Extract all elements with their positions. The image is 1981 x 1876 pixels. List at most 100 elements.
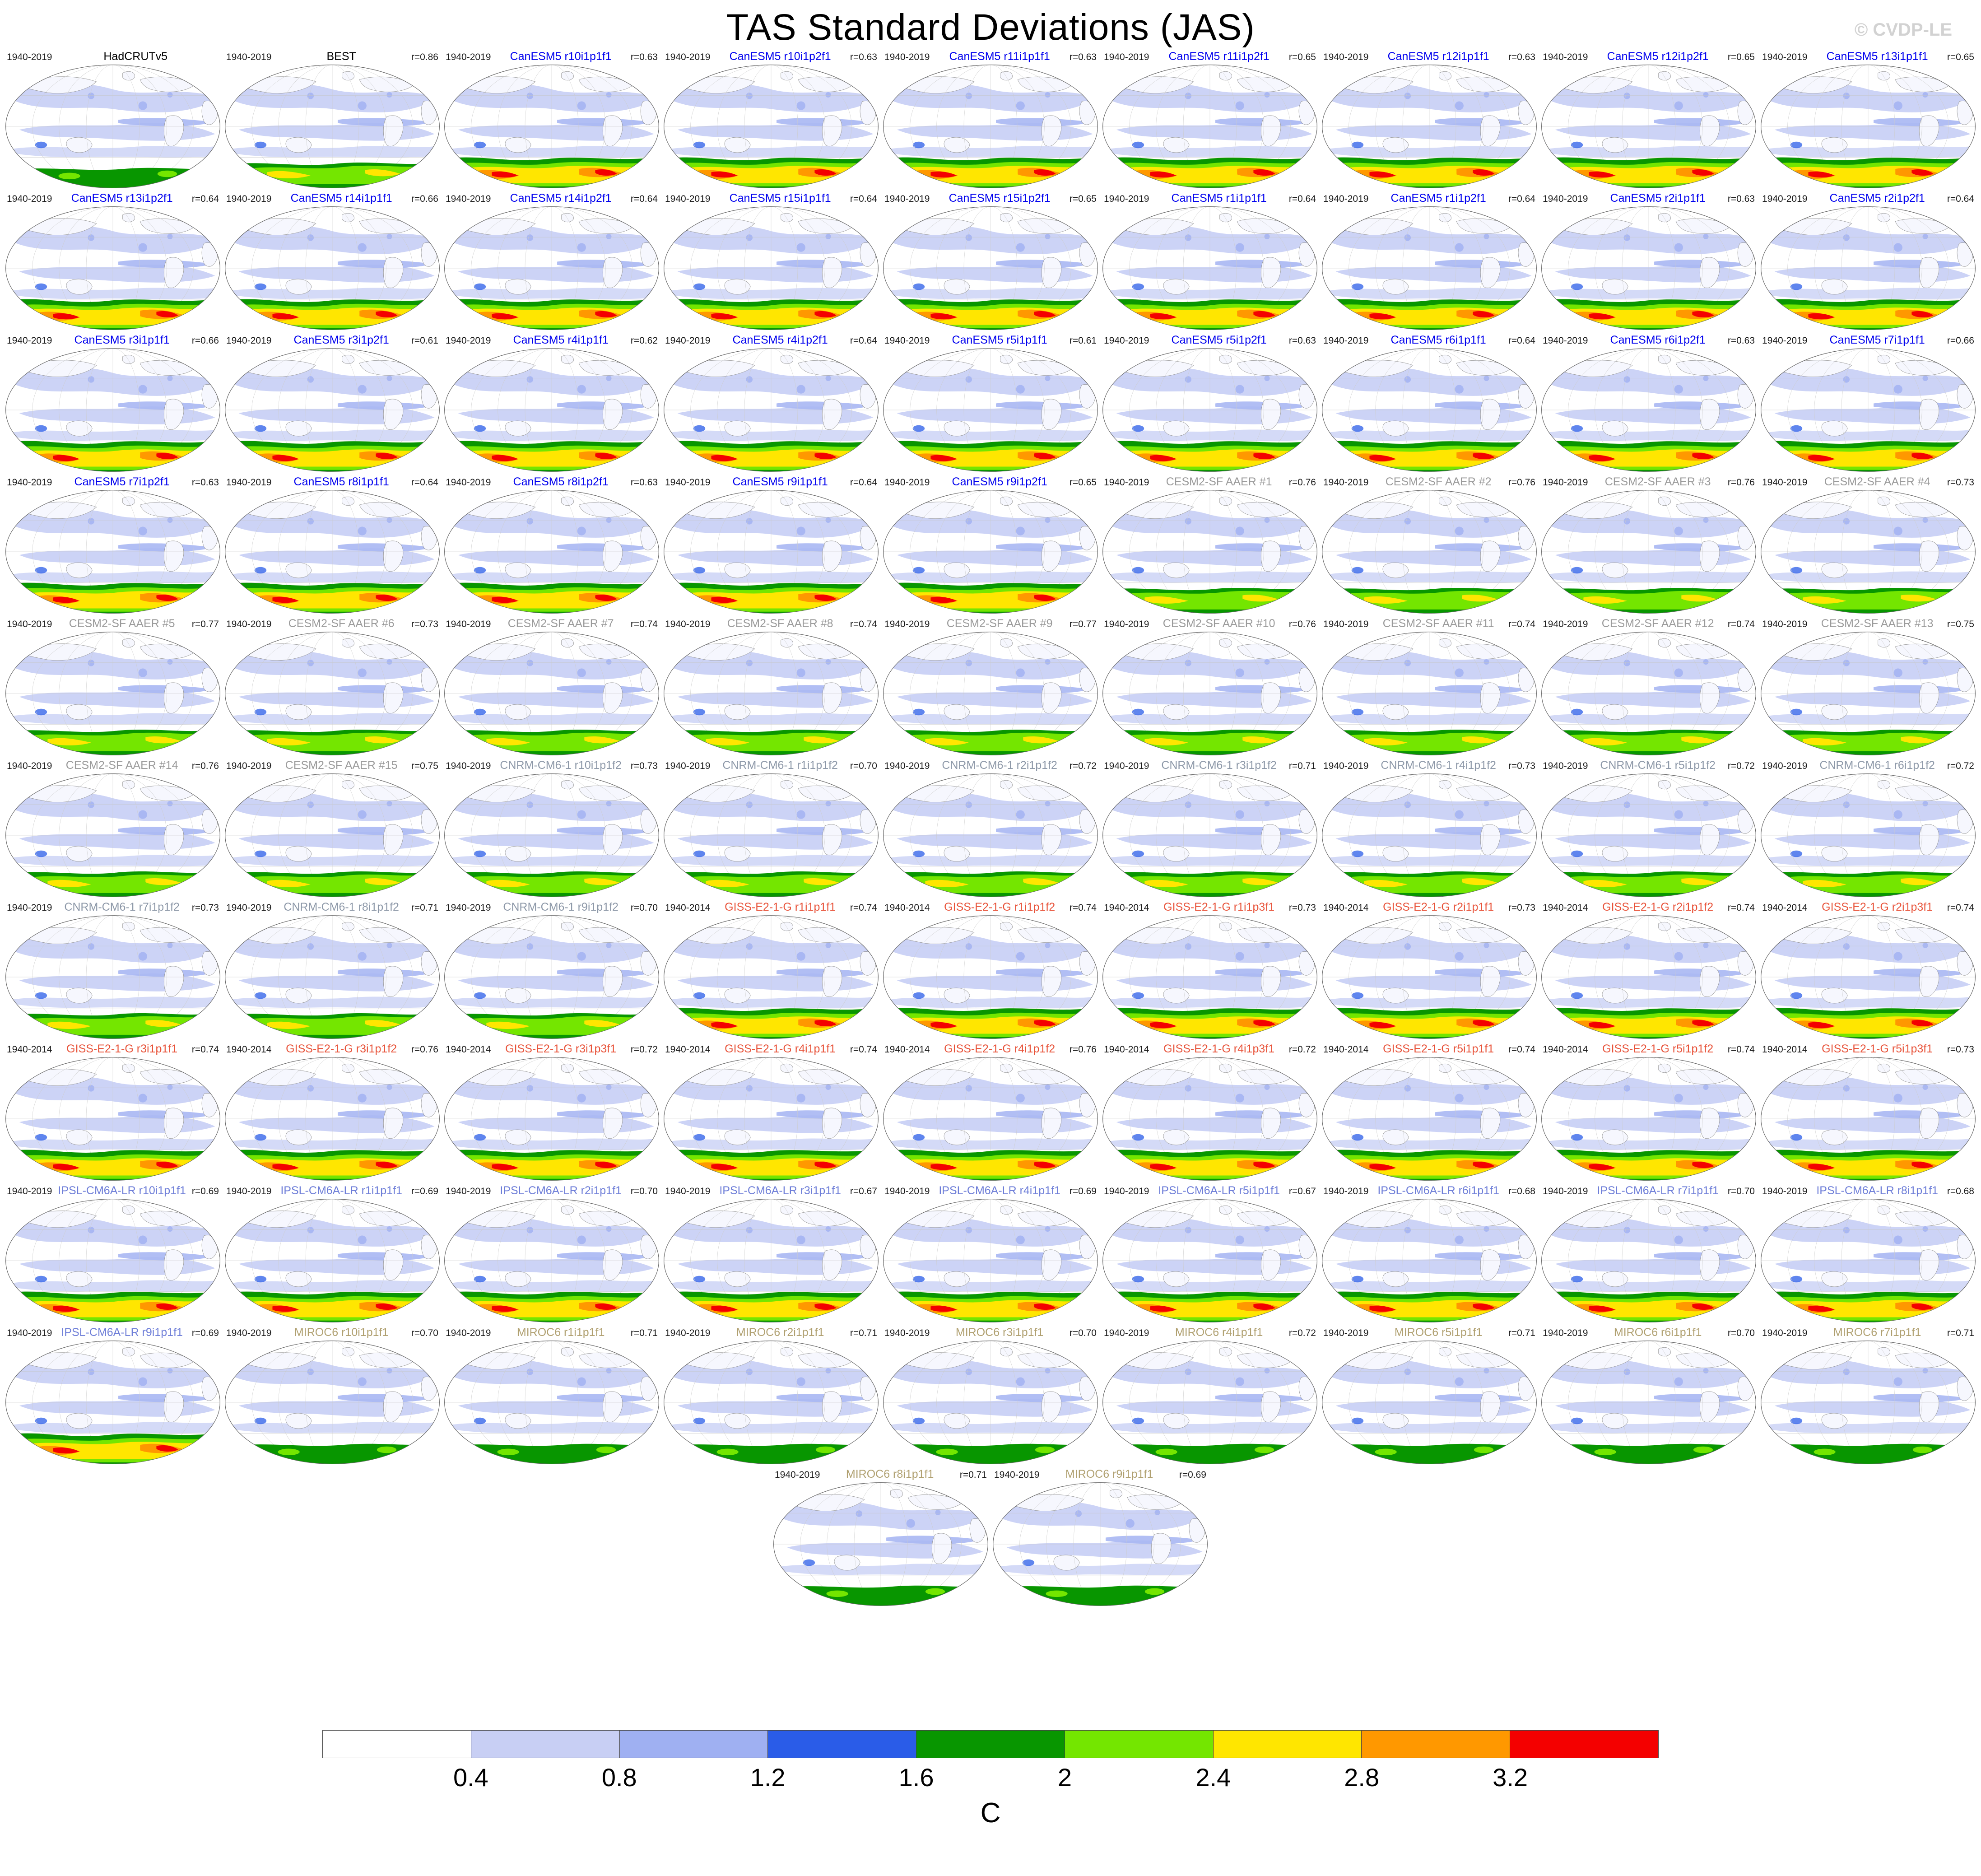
panel-correlation-label: r=0.71 xyxy=(411,903,438,913)
panel-model-label: CanESM5 r15i1p2f1 xyxy=(949,192,1051,205)
world-map xyxy=(1759,1339,1977,1466)
map-panel: 1940-2019 MIROC6 r2i1p1f1 r=0.71 xyxy=(662,1326,880,1466)
panel-correlation-label: r=0.70 xyxy=(630,903,658,913)
world-map xyxy=(662,489,880,615)
panel-years-label: 1940-2019 xyxy=(665,761,711,771)
panel-years-label: 1940-2019 xyxy=(994,1470,1040,1480)
world-map xyxy=(1101,1056,1319,1182)
panel-header: 1940-2019 CESM2-SF AAER #13 r=0.75 xyxy=(1759,617,1977,630)
panel-header: 1940-2019 CESM2-SF AAER #5 r=0.77 xyxy=(4,617,222,630)
map-panel: 1940-2019 CanESM5 r5i1p1f1 r=0.61 xyxy=(882,333,1099,473)
colorbar-segment xyxy=(1362,1731,1511,1758)
panel-model-label: IPSL-CM6A-LR r9i1p1f1 xyxy=(61,1326,183,1339)
map-row: 1940-2019 CNRM-CM6-1 r7i1p1f2 r=0.73 194… xyxy=(3,900,1978,1040)
panel-years-label: 1940-2014 xyxy=(1543,903,1588,913)
panel-model-label: IPSL-CM6A-LR r8i1p1f1 xyxy=(1816,1184,1938,1197)
colorbar-tick-label: 2.8 xyxy=(1344,1763,1380,1792)
panel-header: 1940-2019 CNRM-CM6-1 r5i1p1f2 r=0.72 xyxy=(1540,759,1758,772)
world-map xyxy=(1321,489,1538,615)
panel-header: 1940-2019 CanESM5 r15i1p2f1 r=0.65 xyxy=(882,191,1099,205)
map-panel: 1940-2019 IPSL-CM6A-LR r6i1p1f1 r=0.68 xyxy=(1321,1184,1538,1324)
map-panel: 1940-2019 CESM2-SF AAER #2 r=0.76 xyxy=(1321,475,1538,615)
world-map xyxy=(662,914,880,1040)
panel-years-label: 1940-2019 xyxy=(7,619,52,629)
panel-model-label: GISS-E2-1-G r2i1p1f2 xyxy=(1602,901,1714,913)
panel-header: 1940-2019 CanESM5 r6i1p2f1 r=0.63 xyxy=(1540,333,1758,347)
panel-header: 1940-2014 GISS-E2-1-G r3i1p1f1 r=0.74 xyxy=(4,1042,222,1056)
map-panel: 1940-2014 GISS-E2-1-G r2i1p1f2 r=0.74 xyxy=(1540,900,1758,1040)
panel-header: 1940-2019 CanESM5 r9i1p2f1 r=0.65 xyxy=(882,475,1099,489)
panel-years-label: 1940-2019 xyxy=(1762,761,1808,771)
map-panel: 1940-2019 MIROC6 r3i1p1f1 r=0.70 xyxy=(882,1326,1099,1466)
world-map xyxy=(1101,1197,1319,1324)
panel-model-label: IPSL-CM6A-LR r4i1p1f1 xyxy=(939,1184,1060,1197)
map-panel: 1940-2014 GISS-E2-1-G r1i1p1f2 r=0.74 xyxy=(882,900,1099,1040)
map-panel: 1940-2019 CNRM-CM6-1 r5i1p1f2 r=0.72 xyxy=(1540,759,1758,898)
panel-header: 1940-2019 MIROC6 r1i1p1f1 r=0.71 xyxy=(443,1326,660,1339)
panel-years-label: 1940-2019 xyxy=(1104,761,1149,771)
panel-correlation-label: r=0.74 xyxy=(850,903,877,913)
map-panel: 1940-2019 MIROC6 r5i1p1f1 r=0.71 xyxy=(1321,1326,1538,1466)
world-map xyxy=(1759,772,1977,898)
panel-model-label: CESM2-SF AAER #11 xyxy=(1382,617,1494,630)
panel-header: 1940-2019 CanESM5 r14i1p1f1 r=0.66 xyxy=(223,191,441,205)
panel-header: 1940-2019 CanESM5 r15i1p1f1 r=0.64 xyxy=(662,191,880,205)
world-map xyxy=(223,1056,441,1182)
panel-correlation-label: r=0.72 xyxy=(1288,1044,1316,1055)
panel-correlation-label: r=0.74 xyxy=(850,1044,877,1055)
panel-model-label: CanESM5 r13i1p1f1 xyxy=(1826,50,1928,63)
map-panel: 1940-2019 MIROC6 r10i1p1f1 r=0.70 xyxy=(223,1326,441,1466)
map-panel: 1940-2019 CNRM-CM6-1 r10i1p1f2 r=0.73 xyxy=(443,759,660,898)
map-panel: 1940-2019 CanESM5 r12i1p2f1 r=0.65 xyxy=(1540,50,1758,190)
panel-years-label: 1940-2014 xyxy=(446,1044,491,1055)
map-panel: 1940-2019 CESM2-SF AAER #10 r=0.76 xyxy=(1101,617,1319,757)
panel-years-label: 1940-2019 xyxy=(1543,1186,1588,1196)
panel-header: 1940-2019 MIROC6 r7i1p1f1 r=0.71 xyxy=(1759,1326,1977,1339)
panel-years-label: 1940-2019 xyxy=(1762,1328,1808,1338)
panel-years-label: 1940-2019 xyxy=(665,477,711,488)
panel-model-label: CanESM5 r10i1p2f1 xyxy=(729,50,831,63)
world-map xyxy=(4,347,222,473)
panel-years-label: 1940-2019 xyxy=(226,619,272,629)
panel-years-label: 1940-2019 xyxy=(1762,1186,1808,1196)
panel-correlation-label: r=0.65 xyxy=(1727,52,1755,62)
panel-years-label: 1940-2019 xyxy=(226,1186,272,1196)
world-map xyxy=(223,630,441,757)
panel-header: 1940-2019 MIROC6 r8i1p1f1 r=0.71 xyxy=(772,1467,990,1481)
map-panel: 1940-2019 IPSL-CM6A-LR r9i1p1f1 r=0.69 xyxy=(4,1326,222,1466)
world-map xyxy=(223,205,441,331)
panel-header: 1940-2019 CanESM5 r7i1p2f1 r=0.63 xyxy=(4,475,222,489)
panel-model-label: CanESM5 r7i1p1f1 xyxy=(1829,334,1925,346)
map-panel: 1940-2019 MIROC6 r9i1p1f1 r=0.69 xyxy=(991,1467,1209,1607)
panel-years-label: 1940-2014 xyxy=(1104,1044,1149,1055)
panel-header: 1940-2014 GISS-E2-1-G r5i1p3f1 r=0.73 xyxy=(1759,1042,1977,1056)
panel-correlation-label: r=0.63 xyxy=(1508,52,1535,62)
panel-model-label: CNRM-CM6-1 r6i1p1f2 xyxy=(1819,759,1935,772)
panel-years-label: 1940-2019 xyxy=(226,194,272,204)
world-map xyxy=(1759,630,1977,757)
panel-years-label: 1940-2014 xyxy=(884,903,930,913)
panel-model-label: CanESM5 r3i1p1f1 xyxy=(74,334,170,346)
panel-years-label: 1940-2019 xyxy=(775,1470,820,1480)
colorbar-tick-label: 0.8 xyxy=(601,1763,637,1792)
panel-correlation-label: r=0.76 xyxy=(191,761,219,771)
map-panel: 1940-2019 CanESM5 r5i1p2f1 r=0.63 xyxy=(1101,333,1319,473)
map-panel: 1940-2019 CNRM-CM6-1 r6i1p1f2 r=0.72 xyxy=(1759,759,1977,898)
map-panel: 1940-2019 CESM2-SF AAER #8 r=0.74 xyxy=(662,617,880,757)
map-panel: 1940-2019 CanESM5 r15i1p1f1 r=0.64 xyxy=(662,191,880,331)
panel-header: 1940-2019 MIROC6 r3i1p1f1 r=0.70 xyxy=(882,1326,1099,1339)
world-map xyxy=(4,914,222,1040)
panel-correlation-label: r=0.66 xyxy=(411,194,438,204)
panel-model-label: CanESM5 r1i1p2f1 xyxy=(1390,192,1486,205)
world-map xyxy=(1101,1339,1319,1466)
colorbar-tick-label: 3.2 xyxy=(1493,1763,1528,1792)
map-panel: 1940-2019 IPSL-CM6A-LR r7i1p1f1 r=0.70 xyxy=(1540,1184,1758,1324)
panel-years-label: 1940-2019 xyxy=(1323,761,1369,771)
panel-years-label: 1940-2019 xyxy=(1543,619,1588,629)
map-panel: 1940-2019 CanESM5 r1i1p1f1 r=0.64 xyxy=(1101,191,1319,331)
map-row: 1940-2019 CanESM5 r13i1p2f1 r=0.64 1940-… xyxy=(3,191,1978,331)
map-panel: 1940-2019 BEST r=0.86 xyxy=(223,50,441,190)
panel-header: 1940-2019 CanESM5 r13i1p2f1 r=0.64 xyxy=(4,191,222,205)
world-map xyxy=(1540,1197,1758,1324)
world-map xyxy=(1101,772,1319,898)
